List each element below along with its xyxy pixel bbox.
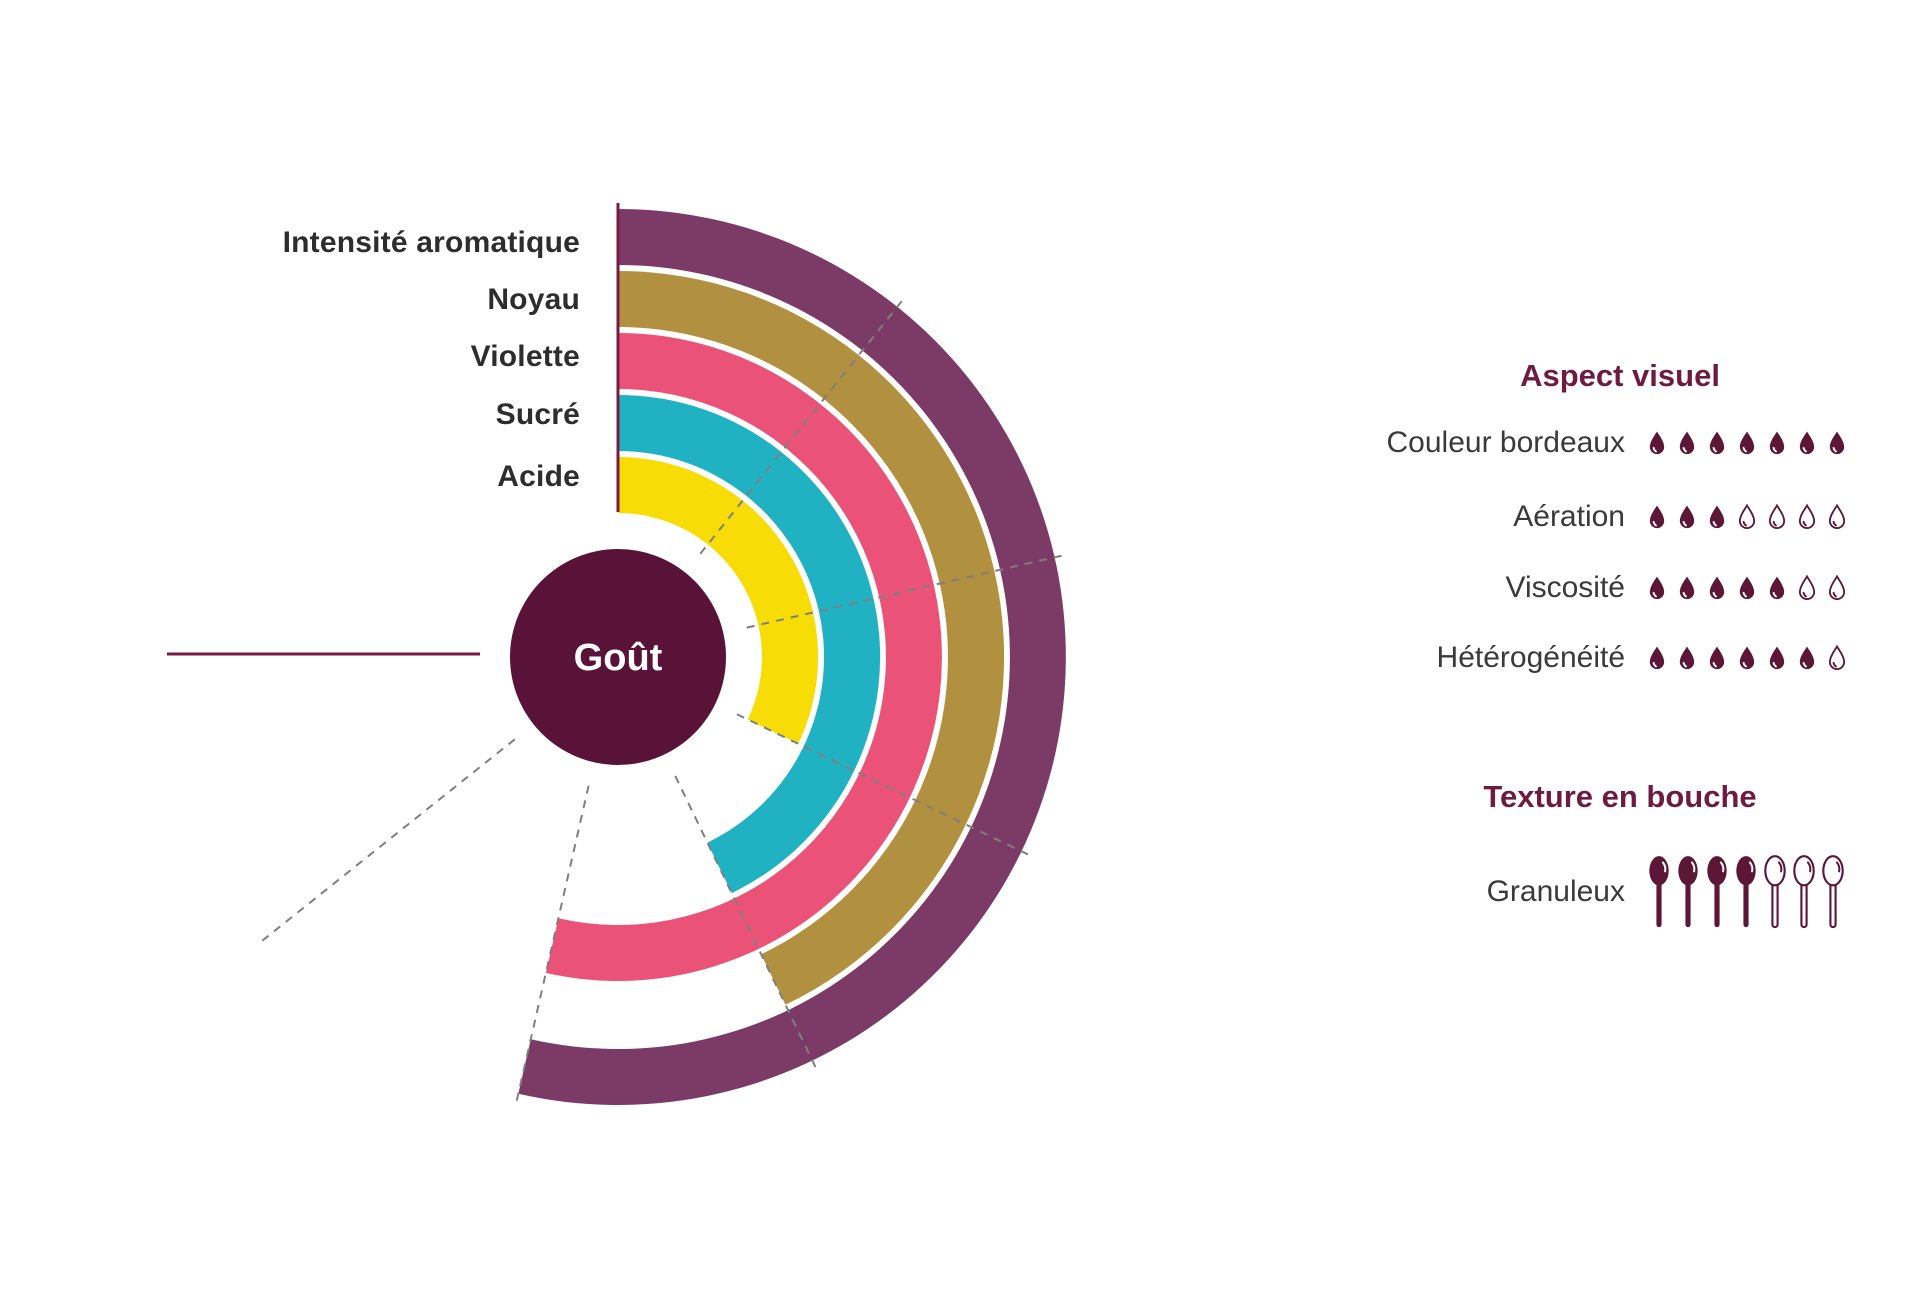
radial-label-violette: Violette [470, 340, 580, 373]
grid-line-2 [746, 554, 1065, 629]
spoon-icon-filled [1676, 854, 1700, 930]
row-label: Granuleux [1486, 875, 1625, 908]
row-aeration: Aération [1340, 495, 1920, 539]
ring-sucr- [618, 394, 881, 894]
drop-icon-filled [1677, 504, 1697, 531]
ring-noyau [618, 271, 1005, 1005]
drop-icon-empty [1827, 503, 1847, 531]
radial-label-noyau: Noyau [487, 283, 580, 316]
spoon-icon-filled [1734, 854, 1758, 930]
drop-icon-filled [1677, 575, 1697, 602]
drop-icon-filled [1647, 430, 1667, 457]
row-label: Aération [1513, 500, 1625, 533]
row-heterogeneite: Hétérogénéité [1340, 636, 1920, 680]
drop-icon-filled [1737, 430, 1757, 457]
spoon-icon-empty [1792, 854, 1816, 930]
aspect-visuel-title: Aspect visuel [1520, 358, 1720, 393]
grid-line-1 [699, 298, 905, 555]
center-circle [510, 549, 726, 765]
drop-rating [1647, 503, 1847, 531]
drop-icon-filled [1647, 504, 1667, 531]
row-couleur-bordeaux: Couleur bordeaux [1340, 421, 1920, 465]
center-label: Goût [574, 637, 663, 679]
row-label: Couleur bordeaux [1386, 426, 1626, 459]
arc-group [518, 209, 1066, 1105]
drop-rating [1647, 644, 1847, 672]
drop-rating [1647, 430, 1847, 457]
drop-icon-filled [1767, 645, 1787, 672]
drop-icon-filled [1797, 430, 1817, 457]
radial-label-acide: Acide [497, 460, 580, 493]
drop-icon-filled [1707, 504, 1727, 531]
row-label: Hétérogénéité [1436, 641, 1625, 674]
drop-icon-filled [1707, 430, 1727, 457]
drop-icon-empty [1767, 503, 1787, 531]
radial-label-sucre: Sucré [495, 398, 580, 431]
grid-line-6 [259, 738, 516, 944]
spoon-rating [1647, 854, 1845, 930]
drop-icon-filled [1737, 645, 1757, 672]
drop-icon-empty [1737, 503, 1757, 531]
drop-icon-empty [1797, 503, 1817, 531]
drop-icon-filled [1647, 575, 1667, 602]
radial-bar-chart: Goût [167, 203, 1066, 1105]
drop-icon-filled [1707, 575, 1727, 602]
drop-icon-empty [1827, 644, 1847, 672]
scale-marker-lines [167, 203, 620, 656]
ring-violette [545, 333, 942, 981]
grid-line-3 [736, 713, 1032, 857]
spoon-icon-filled [1705, 854, 1729, 930]
row-label: Viscosité [1505, 571, 1625, 604]
row-viscosite: Viscosité [1340, 566, 1920, 610]
drop-icon-filled [1797, 645, 1817, 672]
drop-icon-filled [1707, 645, 1727, 672]
drop-icon-empty [1827, 574, 1847, 602]
drop-icon-filled [1647, 645, 1667, 672]
drop-icon-filled [1767, 575, 1787, 602]
grid-line-4 [674, 775, 818, 1071]
drop-icon-filled [1677, 430, 1697, 457]
drop-icon-filled [1827, 430, 1847, 457]
grid-line-5 [515, 785, 590, 1104]
grid-lines [259, 298, 1065, 1104]
drop-icon-filled [1677, 645, 1697, 672]
drop-icon-filled [1737, 575, 1757, 602]
spoon-icon-filled [1647, 854, 1671, 930]
drop-icon-filled [1767, 430, 1787, 457]
drop-icon-empty [1797, 574, 1817, 602]
radial-label-intensite-aromatique: Intensité aromatique [282, 226, 580, 259]
ring-acide [618, 456, 819, 744]
texture-en-bouche-title: Texture en bouche [1483, 779, 1757, 814]
spoon-icon-empty [1763, 854, 1787, 930]
row-granuleux: Granuleux [1340, 852, 1920, 932]
spoon-icon-empty [1821, 854, 1845, 930]
drop-rating [1647, 574, 1847, 602]
